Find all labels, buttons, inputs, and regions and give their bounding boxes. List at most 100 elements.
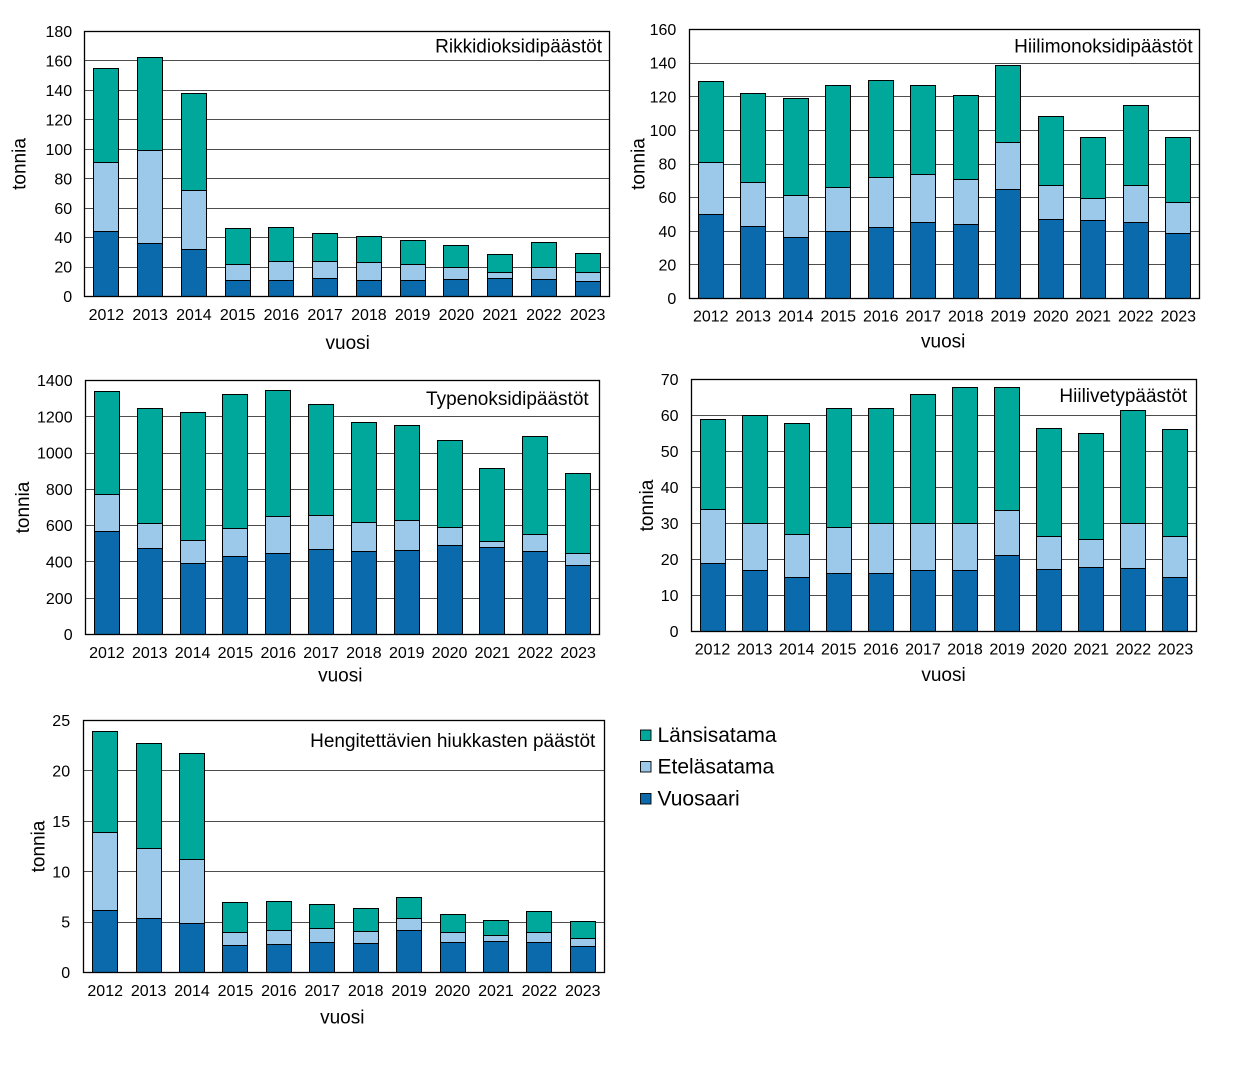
svg-text:60: 60 — [659, 190, 677, 207]
svg-text:100: 100 — [650, 123, 677, 140]
svg-text:20: 20 — [659, 257, 677, 274]
svg-text:2023: 2023 — [570, 307, 606, 324]
svg-text:2015: 2015 — [220, 307, 256, 324]
svg-text:20: 20 — [54, 260, 72, 277]
svg-text:2022: 2022 — [526, 307, 562, 324]
svg-text:2023: 2023 — [560, 645, 596, 662]
svg-text:2019: 2019 — [395, 307, 431, 324]
svg-text:2018: 2018 — [948, 308, 984, 325]
svg-text:2020: 2020 — [1033, 308, 1069, 325]
svg-text:2020: 2020 — [435, 983, 471, 1000]
svg-text:2018: 2018 — [346, 645, 382, 662]
svg-text:0: 0 — [670, 624, 679, 641]
svg-text:2017: 2017 — [304, 983, 340, 1000]
svg-text:tonnia: tonnia — [29, 820, 50, 872]
svg-text:2018: 2018 — [348, 983, 384, 1000]
svg-text:Typenoksidipäästöt: Typenoksidipäästöt — [426, 389, 589, 410]
svg-text:140: 140 — [650, 56, 677, 73]
svg-text:2020: 2020 — [439, 307, 475, 324]
svg-text:2013: 2013 — [737, 642, 773, 659]
svg-text:2013: 2013 — [131, 983, 167, 1000]
svg-text:60: 60 — [54, 201, 72, 218]
svg-text:tonnia: tonnia — [9, 138, 30, 190]
svg-text:180: 180 — [45, 24, 72, 41]
svg-text:vuosi: vuosi — [921, 331, 965, 352]
svg-text:600: 600 — [46, 518, 73, 535]
svg-text:2021: 2021 — [482, 307, 518, 324]
svg-text:120: 120 — [650, 89, 677, 106]
svg-text:2021: 2021 — [1073, 642, 1109, 659]
svg-text:25: 25 — [52, 713, 70, 730]
svg-text:60: 60 — [661, 408, 679, 425]
svg-text:100: 100 — [45, 142, 72, 159]
svg-text:2021: 2021 — [478, 983, 514, 1000]
svg-text:vuosi: vuosi — [921, 665, 965, 686]
svg-text:2012: 2012 — [89, 645, 125, 662]
svg-text:20: 20 — [661, 552, 679, 569]
svg-text:2015: 2015 — [218, 983, 254, 1000]
svg-text:2019: 2019 — [990, 308, 1026, 325]
svg-text:15: 15 — [52, 814, 70, 831]
svg-text:5: 5 — [61, 915, 70, 932]
svg-text:2016: 2016 — [863, 642, 899, 659]
svg-text:2015: 2015 — [820, 308, 856, 325]
svg-text:1400: 1400 — [37, 373, 73, 390]
svg-text:2023: 2023 — [1158, 642, 1194, 659]
svg-text:2012: 2012 — [87, 983, 123, 1000]
svg-text:160: 160 — [650, 22, 677, 39]
svg-text:2012: 2012 — [89, 307, 125, 324]
svg-text:2017: 2017 — [905, 308, 941, 325]
svg-text:2015: 2015 — [218, 645, 254, 662]
svg-text:2019: 2019 — [389, 645, 425, 662]
svg-text:40: 40 — [659, 224, 677, 241]
svg-text:2022: 2022 — [1116, 642, 1152, 659]
svg-text:40: 40 — [661, 480, 679, 497]
svg-text:2013: 2013 — [735, 308, 771, 325]
svg-text:tonnia: tonnia — [13, 481, 34, 533]
svg-text:2016: 2016 — [260, 645, 296, 662]
svg-text:2018: 2018 — [947, 642, 983, 659]
svg-text:Hengitettävien hiukkasten pääs: Hengitettävien hiukkasten päästöt — [310, 731, 596, 752]
svg-text:2015: 2015 — [821, 642, 857, 659]
svg-text:160: 160 — [45, 54, 72, 71]
svg-text:80: 80 — [659, 157, 677, 174]
svg-text:40: 40 — [54, 230, 72, 247]
svg-text:2017: 2017 — [307, 307, 343, 324]
svg-text:2018: 2018 — [351, 307, 387, 324]
svg-text:2023: 2023 — [1160, 308, 1196, 325]
svg-text:2020: 2020 — [432, 645, 468, 662]
svg-text:2021: 2021 — [475, 645, 511, 662]
svg-text:2022: 2022 — [517, 645, 553, 662]
svg-text:2014: 2014 — [175, 645, 211, 662]
svg-text:0: 0 — [61, 965, 70, 982]
svg-text:10: 10 — [52, 864, 70, 881]
svg-text:2014: 2014 — [174, 983, 210, 1000]
svg-text:vuosi: vuosi — [326, 333, 370, 354]
svg-text:Hiilivetypäästöt: Hiilivetypäästöt — [1059, 386, 1187, 407]
svg-text:2013: 2013 — [132, 307, 168, 324]
svg-text:50: 50 — [661, 444, 679, 461]
svg-text:1000: 1000 — [37, 446, 73, 463]
svg-text:2022: 2022 — [1118, 308, 1154, 325]
svg-text:Länsisatama: Länsisatama — [658, 724, 777, 747]
svg-text:2017: 2017 — [905, 642, 941, 659]
svg-text:400: 400 — [46, 555, 73, 572]
svg-text:0: 0 — [64, 627, 73, 644]
svg-text:140: 140 — [45, 83, 72, 100]
svg-text:2012: 2012 — [695, 642, 731, 659]
svg-text:120: 120 — [45, 112, 72, 129]
svg-text:20: 20 — [52, 764, 70, 781]
svg-text:2014: 2014 — [176, 307, 212, 324]
svg-text:10: 10 — [661, 588, 679, 605]
svg-text:vuosi: vuosi — [320, 1007, 364, 1028]
svg-text:2016: 2016 — [261, 983, 297, 1000]
svg-text:800: 800 — [46, 482, 73, 499]
svg-text:0: 0 — [63, 289, 72, 306]
svg-text:tonnia: tonnia — [629, 138, 650, 190]
svg-text:2013: 2013 — [132, 645, 168, 662]
svg-text:70: 70 — [661, 372, 679, 389]
svg-text:2017: 2017 — [303, 645, 339, 662]
svg-text:200: 200 — [46, 591, 73, 608]
svg-text:30: 30 — [661, 516, 679, 533]
svg-text:2020: 2020 — [1031, 642, 1067, 659]
